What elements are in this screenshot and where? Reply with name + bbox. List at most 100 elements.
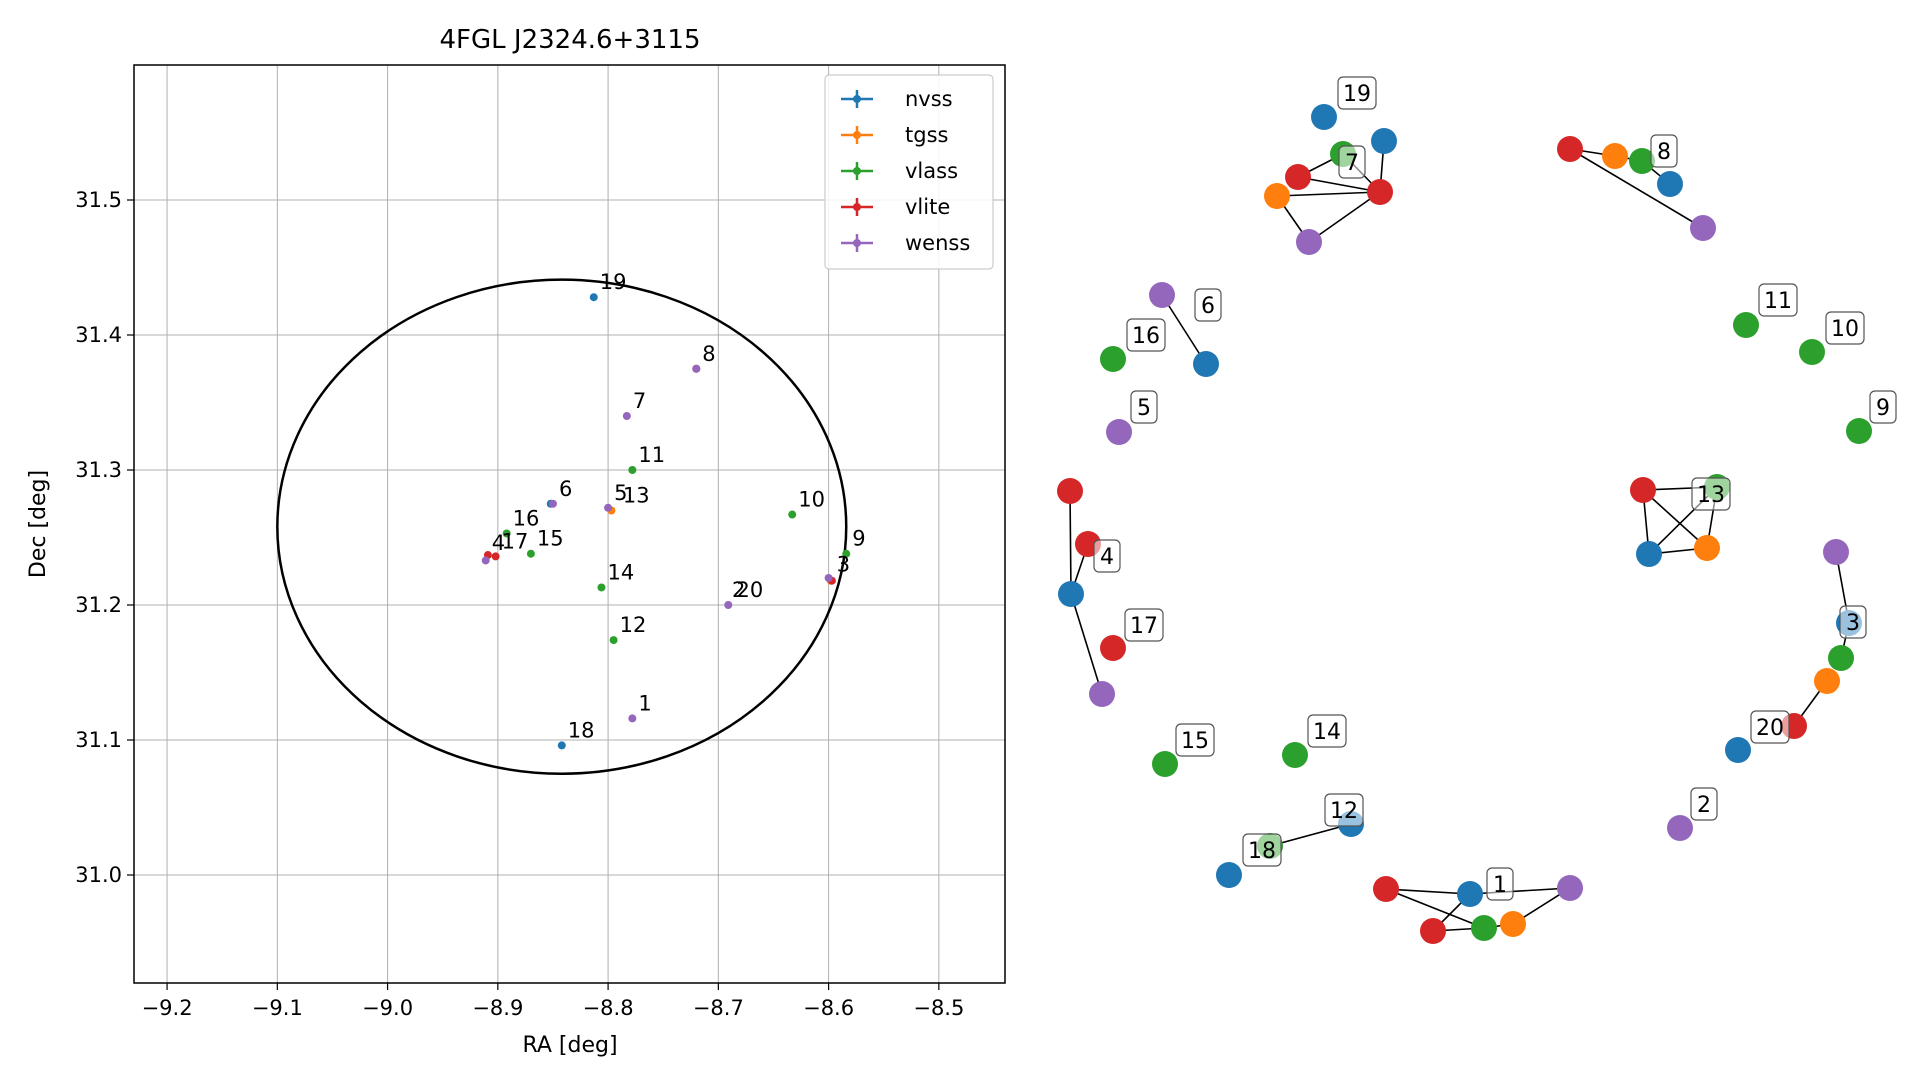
point-label: 6 (559, 477, 572, 501)
graph-edge (1069, 490, 1072, 595)
graph-label-box (1750, 710, 1790, 744)
data-point-wenss (824, 574, 833, 582)
graph-edge (1385, 888, 1485, 929)
graph-node (1557, 875, 1583, 901)
graph-node (1823, 539, 1849, 565)
graph-node (1457, 881, 1483, 907)
graph-edge (1385, 888, 1471, 895)
graph-node (1311, 104, 1337, 130)
y-axis-ticks: 31.0 31.1 31.2 31.3 31.4 31.5 (75, 188, 134, 887)
graph-label-box (1307, 714, 1347, 748)
data-point-wenss (604, 503, 613, 512)
graph-node (1100, 346, 1126, 372)
point-label: 17 (502, 529, 529, 553)
graph-label-box (1758, 283, 1798, 317)
graph-node (1471, 915, 1497, 941)
data-point-vlite (491, 552, 500, 561)
graph-node (1814, 668, 1840, 694)
graph-node (1285, 164, 1311, 190)
legend-label: wenss (905, 231, 970, 255)
data-point-vlass (526, 549, 535, 558)
graph-node (1630, 477, 1656, 503)
uncertainty-ellipse (276, 278, 848, 776)
x-tick-label: −9.2 (142, 996, 193, 1020)
graph-label-box (1690, 787, 1718, 821)
graph-label-box (1242, 833, 1282, 867)
graph-node (1733, 312, 1759, 338)
data-point-wenss (622, 412, 631, 420)
graph-node (1657, 171, 1683, 197)
graph-nodes (1057, 104, 1872, 944)
point-label: 3 (837, 552, 850, 576)
x-axis-ticks: −9.2 −9.1 −9.0 −8.9 −8.8 −8.7 −8.6 −8.5 (142, 983, 964, 1020)
legend-label: nvss (905, 87, 953, 111)
graph-edge (1469, 887, 1571, 895)
graph-label: 10 (1831, 317, 1859, 342)
graph-label-box (1825, 311, 1865, 345)
graph-label-box (1194, 288, 1222, 322)
graph-edge (1308, 191, 1381, 243)
point-label: 2 (732, 578, 745, 602)
data-point-wenss (481, 556, 490, 565)
graph-node (1373, 876, 1399, 902)
graph-label: 18 (1248, 839, 1276, 864)
point-label: 14 (607, 560, 634, 584)
graph-label: 4 (1100, 545, 1114, 570)
x-tick-label: −8.7 (693, 996, 744, 1020)
graph-node (1636, 541, 1662, 567)
ellipse-outline (276, 278, 848, 776)
graph-label: 9 (1876, 396, 1890, 421)
graph-label-box (1869, 390, 1897, 424)
legend-marker-dot (853, 239, 861, 247)
data-point-vlass (609, 636, 618, 645)
graph-label: 8 (1657, 140, 1671, 165)
x-axis-label: RA [deg] (522, 1033, 617, 1058)
point-label: 11 (638, 443, 665, 467)
point-label: 16 (513, 506, 540, 530)
point-label: 13 (623, 484, 650, 508)
graph-node (1106, 419, 1132, 445)
graph-edge (1276, 191, 1381, 197)
data-point-vlass (597, 583, 606, 592)
graph-label: 3 (1846, 611, 1860, 636)
legend-marker-dot (853, 95, 861, 103)
point-label: 12 (620, 613, 647, 637)
graph-label-box (1337, 76, 1377, 110)
graph-node (1216, 862, 1242, 888)
point-label: 1 (638, 691, 651, 715)
axes-frame (133, 64, 1006, 984)
graph-node (1629, 148, 1655, 174)
graph-label-box (1650, 134, 1678, 168)
graph-label-box (1691, 477, 1731, 511)
graph-label-box (1486, 867, 1514, 901)
legend-box (824, 74, 994, 270)
graph-node (1149, 282, 1175, 308)
graph-node (1694, 535, 1720, 561)
y-tick-label: 31.2 (75, 593, 122, 617)
y-tick-label: 31.5 (75, 188, 122, 212)
graph-label-box (1175, 723, 1215, 757)
graph-edge (1297, 176, 1381, 193)
graph-node (1846, 418, 1872, 444)
point-label: 8 (702, 342, 715, 366)
data-point-vlass (788, 510, 797, 519)
graph-label-box (1093, 539, 1121, 573)
data-point-vlass (502, 529, 511, 538)
graph-label: 20 (1756, 716, 1784, 741)
graph-node (1500, 911, 1526, 937)
graph-node (1725, 737, 1751, 763)
x-tick-label: −9.0 (362, 996, 413, 1020)
point-label: 19 (600, 270, 627, 294)
graph-node (1152, 751, 1178, 777)
y-axis-label: Dec [deg] (26, 470, 51, 578)
x-tick-label: −8.8 (583, 996, 634, 1020)
chart-title: 4FGL J2324.6+3115 (440, 25, 701, 55)
data-point-wenss (548, 499, 557, 508)
data-point-vlass (842, 549, 851, 558)
point-label: 20 (736, 578, 763, 602)
graph-node (1828, 645, 1854, 671)
graph-node (1557, 136, 1583, 162)
y-tick-label: 31.3 (75, 458, 122, 482)
crossmatch-graph: 19 7 8 6 16 5 11 10 9 4 17 13 3 20 15 14 12 18 2 1 (1057, 76, 1897, 944)
graph-node (1057, 478, 1083, 504)
